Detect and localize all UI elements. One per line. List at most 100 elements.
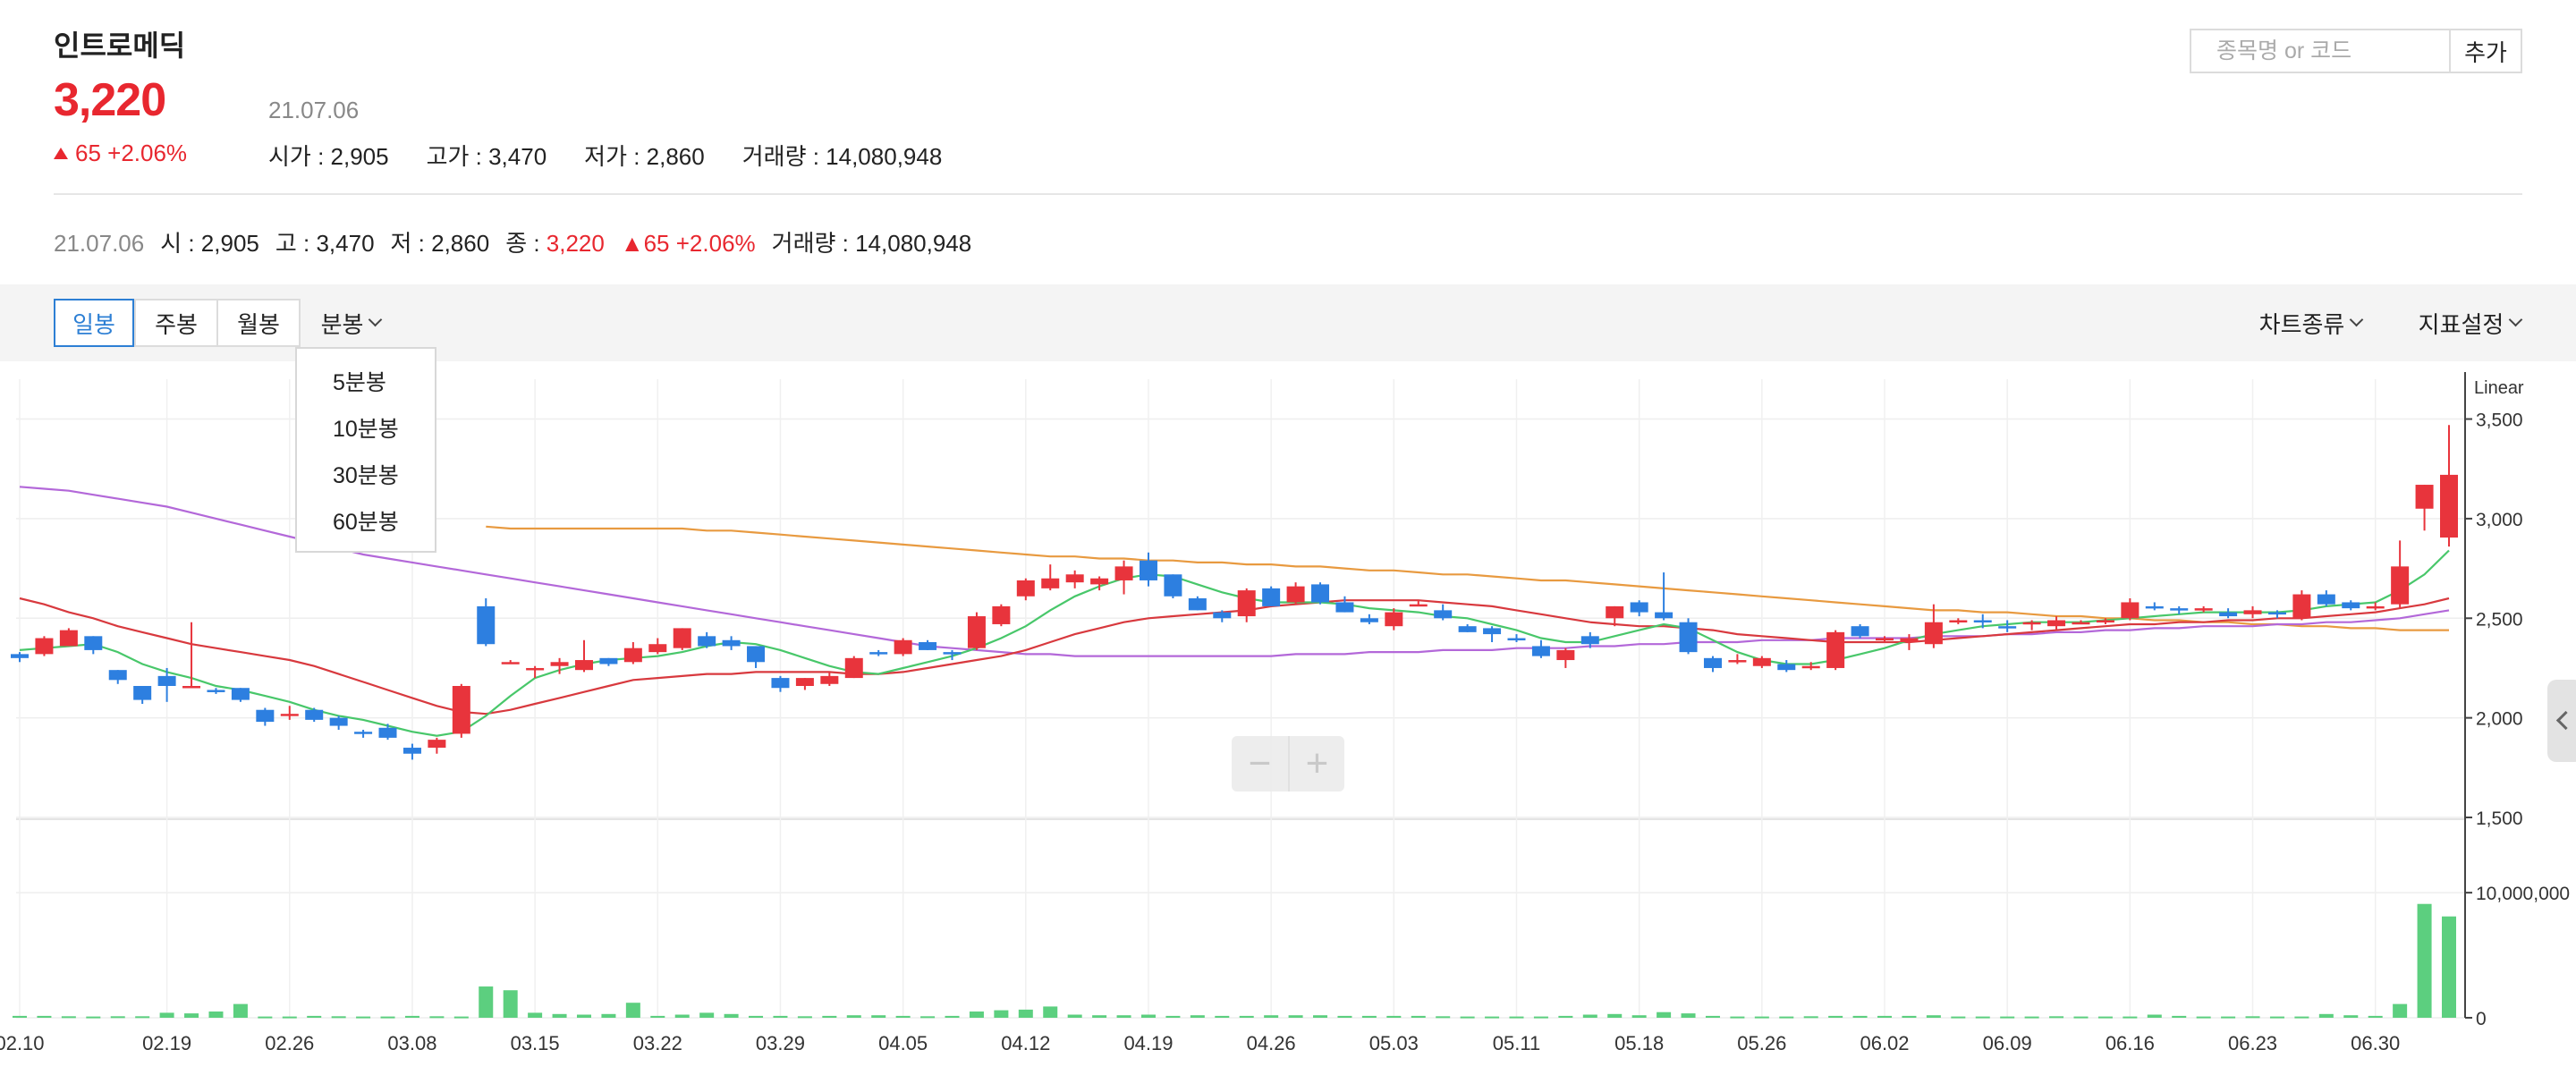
zoom-in-button[interactable]: +: [1288, 736, 1344, 791]
candle-body: [1335, 602, 1354, 613]
tab-minute[interactable]: 분봉: [301, 299, 401, 347]
dropdown-option-10min[interactable]: 10분봉: [333, 417, 399, 442]
candle-body: [428, 740, 446, 749]
search-input[interactable]: [2191, 30, 2449, 72]
candle-body: [231, 688, 250, 700]
chevron-down-icon: [2350, 312, 2364, 326]
candle-body: [919, 642, 937, 650]
volume-bar: [1877, 1015, 1893, 1018]
candle-body: [795, 678, 814, 686]
volume-bar: [528, 1012, 543, 1018]
volume-bar: [822, 1015, 837, 1018]
volume-bars: [13, 903, 2456, 1019]
scale-mode-label: Linear: [2474, 378, 2524, 398]
candle-body: [648, 644, 667, 653]
candle-body: [771, 678, 790, 689]
volume-bar: [1533, 1016, 1548, 1019]
candle-body: [2194, 608, 2213, 611]
quote-date: 21.07.06: [268, 97, 360, 123]
candle-body: [207, 690, 225, 692]
volume-bar: [135, 1016, 150, 1019]
volume-bar: [1288, 1015, 1303, 1018]
ohlc-change: ▲65 +2.06%: [620, 230, 756, 257]
x-tick-label: 04.19: [1123, 1032, 1173, 1054]
candle-body: [2243, 610, 2262, 614]
volume-bar: [1705, 1015, 1720, 1018]
volume-bar: [1951, 1016, 1966, 1019]
candle-body: [1630, 602, 1648, 613]
price-volume-chart[interactable]: 02.10 02.19 02.26 03.08 03.15 03.22 03.29 04.05…: [0, 361, 2576, 1075]
volume-bar: [1779, 1016, 1794, 1019]
candle-body: [35, 638, 54, 655]
volume-bar: [920, 1016, 936, 1019]
chart-type-dropdown[interactable]: 차트종류: [2252, 299, 2368, 347]
candle-body: [182, 686, 201, 689]
add-button[interactable]: 추가: [2449, 29, 2522, 73]
y-tick-label: 2,500: [2476, 609, 2523, 630]
candle-body: [1385, 612, 1403, 627]
candle-body: [2366, 605, 2385, 609]
zoom-controls: − +: [1232, 736, 1344, 791]
volume-bar: [1018, 1009, 1033, 1018]
volume-bar: [1607, 1013, 1623, 1018]
x-tick-label: 05.18: [1614, 1032, 1664, 1054]
volume-bar: [576, 1014, 591, 1018]
minute-interval-dropdown: 5분봉 10분봉 30분봉 60분봉: [295, 347, 436, 553]
current-price: 3,220: [54, 74, 166, 126]
volume-bar: [1681, 1013, 1696, 1018]
candle-body: [747, 646, 766, 663]
side-panel-toggle[interactable]: [2547, 680, 2576, 762]
indicator-settings-dropdown[interactable]: 지표설정: [2411, 299, 2528, 347]
candle-body: [452, 686, 470, 734]
x-tick-label: 05.03: [1369, 1032, 1419, 1054]
zoom-out-button[interactable]: −: [1248, 741, 1272, 785]
ma60-line: [19, 486, 2450, 657]
candle-body: [526, 667, 545, 671]
x-tick-label: 04.26: [1247, 1032, 1296, 1054]
candle-body: [623, 648, 642, 663]
volume-bar: [1165, 1015, 1181, 1018]
volume-bar: [1485, 1016, 1500, 1019]
up-triangle-icon: [54, 148, 68, 159]
tab-monthly[interactable]: 월봉: [216, 299, 301, 347]
volume-bar: [1215, 1015, 1230, 1018]
dropdown-option-30min[interactable]: 30분봉: [333, 463, 399, 488]
x-tick-label: 02.19: [142, 1032, 191, 1054]
volume-bar: [159, 1012, 174, 1018]
volume-bar: [2196, 1016, 2211, 1019]
candle-body: [280, 714, 299, 716]
candle-body: [1286, 586, 1305, 603]
candle-body: [673, 628, 691, 648]
tab-daily[interactable]: 일봉: [54, 299, 134, 347]
volume-bar: [1631, 1015, 1647, 1018]
volume-bar: [1828, 1015, 1843, 1018]
candle-body: [501, 662, 520, 664]
volume-bar: [2049, 1016, 2064, 1019]
candle-body: [2170, 608, 2189, 611]
candle-body: [2391, 566, 2410, 605]
candle-body: [599, 657, 618, 664]
candle-body: [2072, 622, 2090, 625]
volume-bar: [2123, 1016, 2138, 1019]
volume-bar: [1190, 1015, 1205, 1018]
search-box: [2190, 29, 2451, 73]
volume-bar: [2221, 1016, 2236, 1019]
chevron-left-icon: [2555, 710, 2576, 731]
tab-weekly[interactable]: 주봉: [134, 299, 218, 347]
x-tick-label: 05.11: [1493, 1032, 1540, 1054]
x-tick-label: 06.02: [1860, 1032, 1909, 1054]
volume-bar: [601, 1013, 616, 1018]
dropdown-option-5min[interactable]: 5분봉: [333, 370, 386, 395]
volume-bar: [110, 1016, 125, 1019]
candle-body: [1606, 605, 1624, 619]
candle-body: [1434, 610, 1453, 619]
candle-body: [1801, 665, 1820, 669]
volume-bar: [871, 1015, 886, 1018]
volume-bar: [749, 1015, 764, 1018]
y-tick-label: 1,500: [2476, 808, 2523, 829]
dropdown-option-60min[interactable]: 60분봉: [333, 510, 399, 535]
volume-bar: [1239, 1015, 1254, 1018]
volume-bar: [1754, 1016, 1769, 1019]
ma20-line: [19, 597, 2450, 715]
volume-bar: [1264, 1015, 1279, 1018]
